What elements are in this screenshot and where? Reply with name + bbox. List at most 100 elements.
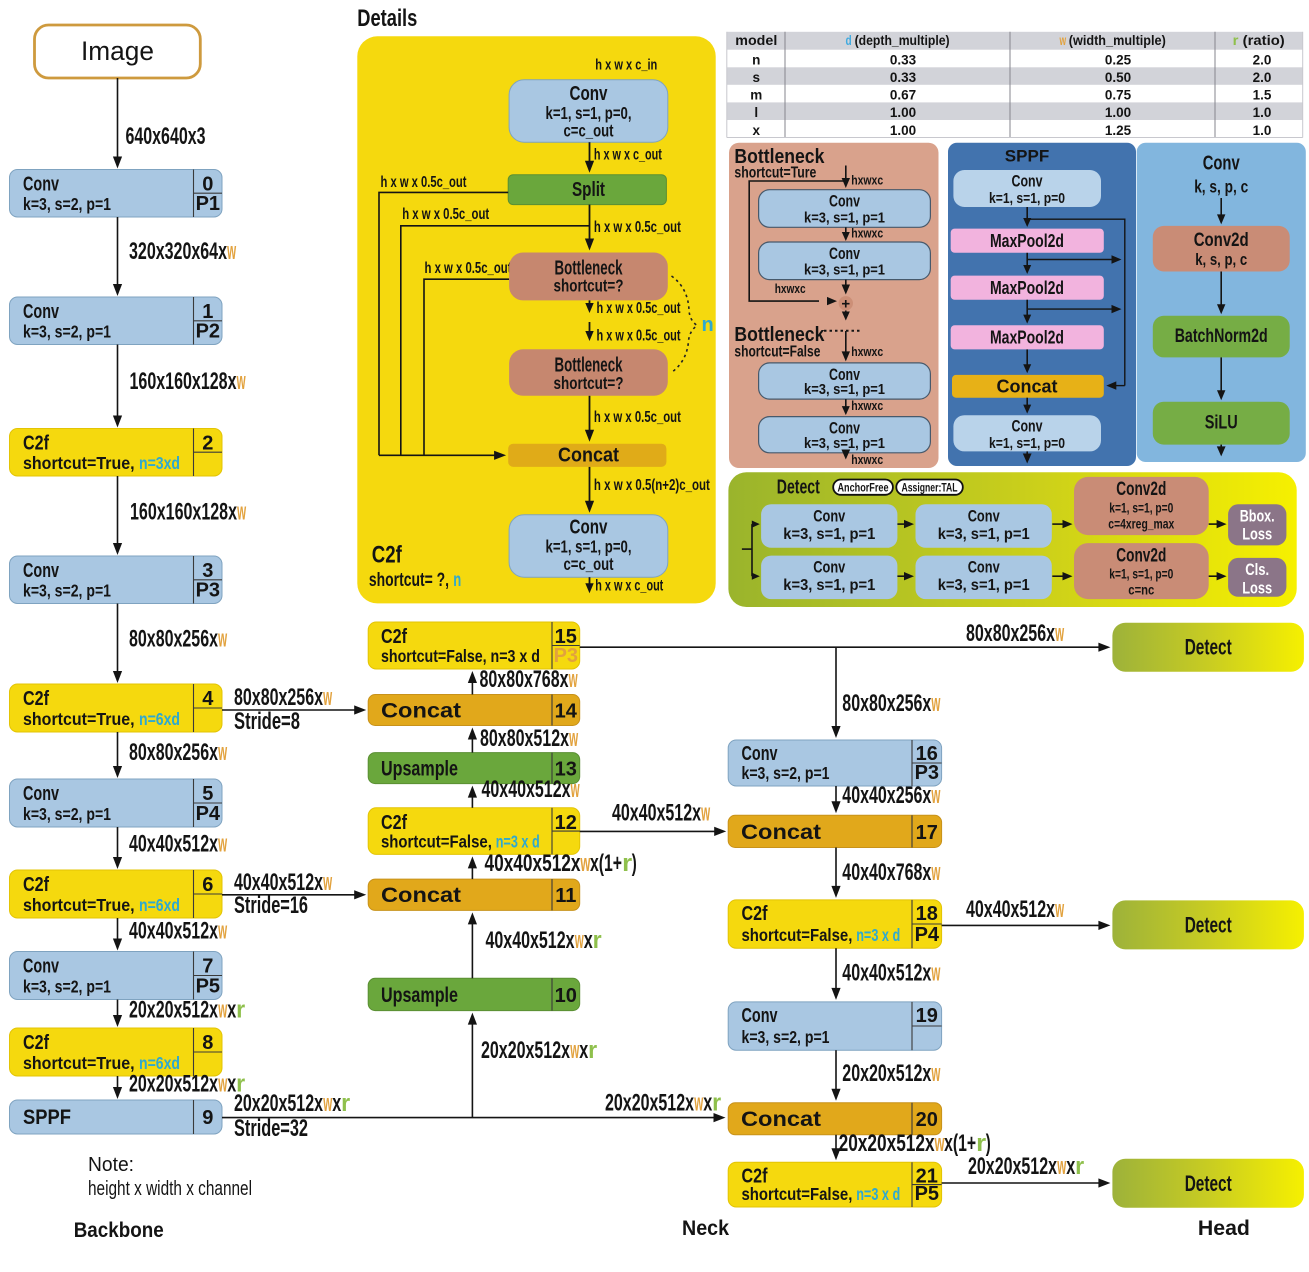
svg-text:shortcut=?: shortcut=? — [554, 276, 624, 296]
svg-text:80x80x768x: 80x80x768x — [480, 666, 569, 693]
svg-text:P1: P1 — [196, 193, 220, 215]
svg-text:Conv2d: Conv2d — [1194, 230, 1249, 251]
svg-text:Conv: Conv — [968, 558, 1000, 577]
svg-text:Conv: Conv — [968, 506, 1000, 525]
svg-text:w: w — [931, 690, 941, 717]
svg-text:shortcut=True,: shortcut=True, — [23, 1053, 139, 1073]
svg-text:shortcut=False, n=3 x d: shortcut=False, n=3 x d — [381, 646, 540, 666]
svg-text:P4: P4 — [915, 924, 940, 946]
svg-text:h x w x 0.5c_out: h x w x 0.5c_out — [381, 174, 467, 191]
svg-text:1: 1 — [202, 301, 213, 323]
svg-text:h x w x c_out: h x w x c_out — [594, 147, 662, 164]
svg-text:40x40x512x: 40x40x512x — [486, 927, 575, 954]
svg-text:20x20x512x: 20x20x512x — [234, 1090, 323, 1117]
svg-text:Bbox.: Bbox. — [1240, 507, 1275, 525]
svg-text:k=3, s=2, p=1: k=3, s=2, p=1 — [742, 1027, 830, 1047]
svg-text:x: x — [227, 1071, 236, 1098]
svg-text:40x40x768x: 40x40x768x — [842, 859, 931, 886]
svg-text:n=6xd: n=6xd — [139, 709, 180, 729]
svg-text:17: 17 — [916, 822, 938, 844]
svg-text:40x40x512x: 40x40x512x — [612, 800, 701, 827]
svg-text:w: w — [218, 831, 228, 858]
svg-text:hxwxc: hxwxc — [775, 281, 806, 296]
svg-text:Conv: Conv — [23, 301, 60, 323]
svg-text:20x20x512x: 20x20x512x — [605, 1090, 694, 1117]
svg-text:Split: Split — [572, 179, 605, 201]
svg-text:Neck: Neck — [682, 1217, 729, 1240]
svg-text:18: 18 — [916, 903, 938, 925]
svg-text:20x20x512x: 20x20x512x — [129, 997, 218, 1024]
svg-text:19: 19 — [916, 1005, 938, 1027]
svg-text:P3: P3 — [915, 762, 939, 784]
svg-text:Concat: Concat — [381, 700, 461, 723]
svg-text:k=3, s=1, p=1: k=3, s=1, p=1 — [938, 526, 1030, 543]
svg-text:w: w — [931, 1060, 941, 1087]
svg-text:21: 21 — [916, 1165, 938, 1187]
svg-text:Conv: Conv — [829, 244, 860, 263]
svg-text:k=3, s=1, p=1: k=3, s=1, p=1 — [804, 435, 885, 452]
svg-text:w: w — [1057, 1153, 1067, 1180]
svg-text:k=3, s=2, p=1: k=3, s=2, p=1 — [742, 763, 830, 783]
svg-text:c=4xreg_max: c=4xreg_max — [1108, 516, 1174, 531]
svg-text:k=3, s=2, p=1: k=3, s=2, p=1 — [23, 194, 111, 214]
svg-text:Conv: Conv — [23, 174, 60, 196]
svg-text:h x w x c_out: h x w x c_out — [595, 577, 663, 594]
svg-text:Conv: Conv — [1012, 417, 1043, 436]
svg-text:P5: P5 — [196, 976, 220, 998]
svg-text:m: m — [750, 88, 762, 103]
svg-text:x: x — [753, 123, 761, 138]
svg-text:15: 15 — [555, 626, 577, 648]
svg-text:Conv: Conv — [1203, 153, 1241, 175]
svg-text:w: w — [1059, 33, 1069, 48]
svg-text:C2f: C2f — [372, 542, 403, 569]
svg-text:4: 4 — [202, 688, 214, 710]
svg-text:r: r — [622, 850, 632, 877]
svg-text:C2f: C2f — [742, 903, 768, 925]
svg-text:Conv: Conv — [23, 956, 60, 978]
svg-text:1.00: 1.00 — [890, 123, 916, 138]
svg-text:0.67: 0.67 — [890, 88, 916, 103]
svg-text:3: 3 — [202, 560, 213, 582]
svg-text:20x20x512x: 20x20x512x — [129, 1071, 218, 1098]
svg-text:r: r — [593, 927, 602, 954]
svg-text:hxwxc: hxwxc — [851, 398, 883, 413]
svg-text:k=3, s=2, p=1: k=3, s=2, p=1 — [23, 581, 111, 601]
svg-text:d: d — [846, 33, 855, 48]
svg-text:r: r — [236, 1071, 245, 1098]
svg-text:Bottleneck: Bottleneck — [555, 354, 624, 376]
svg-text:w: w — [237, 498, 247, 525]
svg-text:k, s, p, c: k, s, p, c — [1195, 250, 1247, 269]
svg-text:k=1, s=1, p=0: k=1, s=1, p=0 — [989, 190, 1065, 207]
svg-text:k=1, s=1, p=0: k=1, s=1, p=0 — [1109, 500, 1173, 515]
svg-text:Upsample: Upsample — [381, 758, 458, 781]
svg-text:8: 8 — [202, 1032, 213, 1054]
svg-text:40x40x512x: 40x40x512x — [966, 896, 1055, 923]
svg-text:k=3, s=2, p=1: k=3, s=2, p=1 — [23, 977, 111, 997]
svg-text:1.00: 1.00 — [1105, 105, 1131, 120]
svg-text:k=3, s=2, p=1: k=3, s=2, p=1 — [23, 804, 111, 824]
svg-text:80x80x256x: 80x80x256x — [129, 739, 218, 766]
svg-text:shortcut=True,: shortcut=True, — [23, 895, 139, 915]
svg-text:k=3, s=2, p=1: k=3, s=2, p=1 — [23, 322, 111, 342]
svg-text:model: model — [735, 33, 777, 48]
svg-text:r: r — [1233, 33, 1243, 48]
svg-text:w: w — [218, 739, 228, 766]
svg-text:Bottleneck: Bottleneck — [734, 145, 825, 168]
svg-text:Conv2d: Conv2d — [1116, 479, 1166, 500]
svg-text:P2: P2 — [196, 321, 220, 343]
svg-text:c=c_out: c=c_out — [564, 120, 614, 140]
svg-text:w: w — [701, 800, 711, 827]
svg-text:12: 12 — [555, 812, 577, 834]
svg-text:Loss: Loss — [1242, 526, 1272, 544]
svg-text:k=1, s=1, p=0: k=1, s=1, p=0 — [989, 435, 1065, 452]
svg-text:shortcut=True,: shortcut=True, — [23, 709, 139, 729]
svg-text:40x40x512x: 40x40x512x — [234, 869, 323, 896]
svg-text:n=6xd: n=6xd — [139, 1053, 180, 1073]
svg-text:x: x — [703, 1090, 712, 1117]
svg-text:Concat: Concat — [741, 1108, 821, 1131]
svg-text:Loss: Loss — [1242, 579, 1272, 597]
svg-text:w: w — [323, 869, 333, 896]
svg-text:n=6xd: n=6xd — [139, 895, 180, 915]
svg-text:n=3xd: n=3xd — [139, 453, 180, 473]
svg-text:hxwxc: hxwxc — [851, 344, 883, 359]
